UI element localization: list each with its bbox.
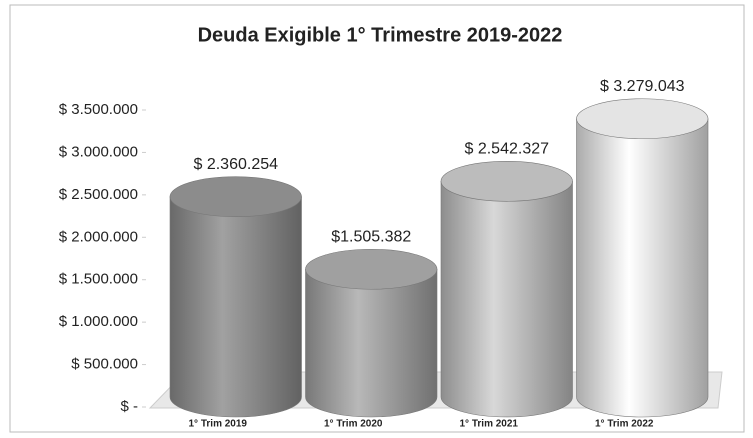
y-tick-label: $ 500.000	[71, 356, 138, 373]
cylinder-top	[305, 248, 438, 290]
cylinder	[169, 196, 302, 418]
y-tick-label: $ 3.000.000	[59, 143, 138, 160]
x-tick-label: 1° Trim 2020	[324, 419, 383, 430]
x-tick-label: 1° Trim 2021	[460, 419, 519, 430]
y-tick-label: $ 2.000.000	[59, 228, 138, 245]
cylinder-top	[576, 98, 709, 140]
value-label: $ 2.360.254	[193, 156, 278, 173]
y-tick-label: $ 1.500.000	[59, 271, 138, 288]
y-tick-label: $ -	[120, 398, 138, 415]
value-label: $ 2.542.327	[464, 140, 549, 157]
cylinder	[305, 268, 438, 418]
x-tick-label: 1° Trim 2022	[595, 419, 654, 430]
x-tick-label: 1° Trim 2019	[189, 419, 248, 430]
y-tick-label: $ 2.500.000	[59, 186, 138, 203]
y-tick-label: $ 1.000.000	[59, 313, 138, 330]
value-label: $ 3.279.043	[600, 78, 685, 95]
y-tick-label: $ 3.500.000	[59, 101, 138, 118]
cylinder-top	[440, 160, 573, 202]
value-label: $1.505.382	[331, 228, 411, 245]
chart-title: Deuda Exigible 1° Trimestre 2019-2022	[198, 24, 563, 46]
cylinder	[576, 118, 709, 418]
cylinder-top	[169, 176, 302, 218]
cylinder	[440, 180, 573, 418]
